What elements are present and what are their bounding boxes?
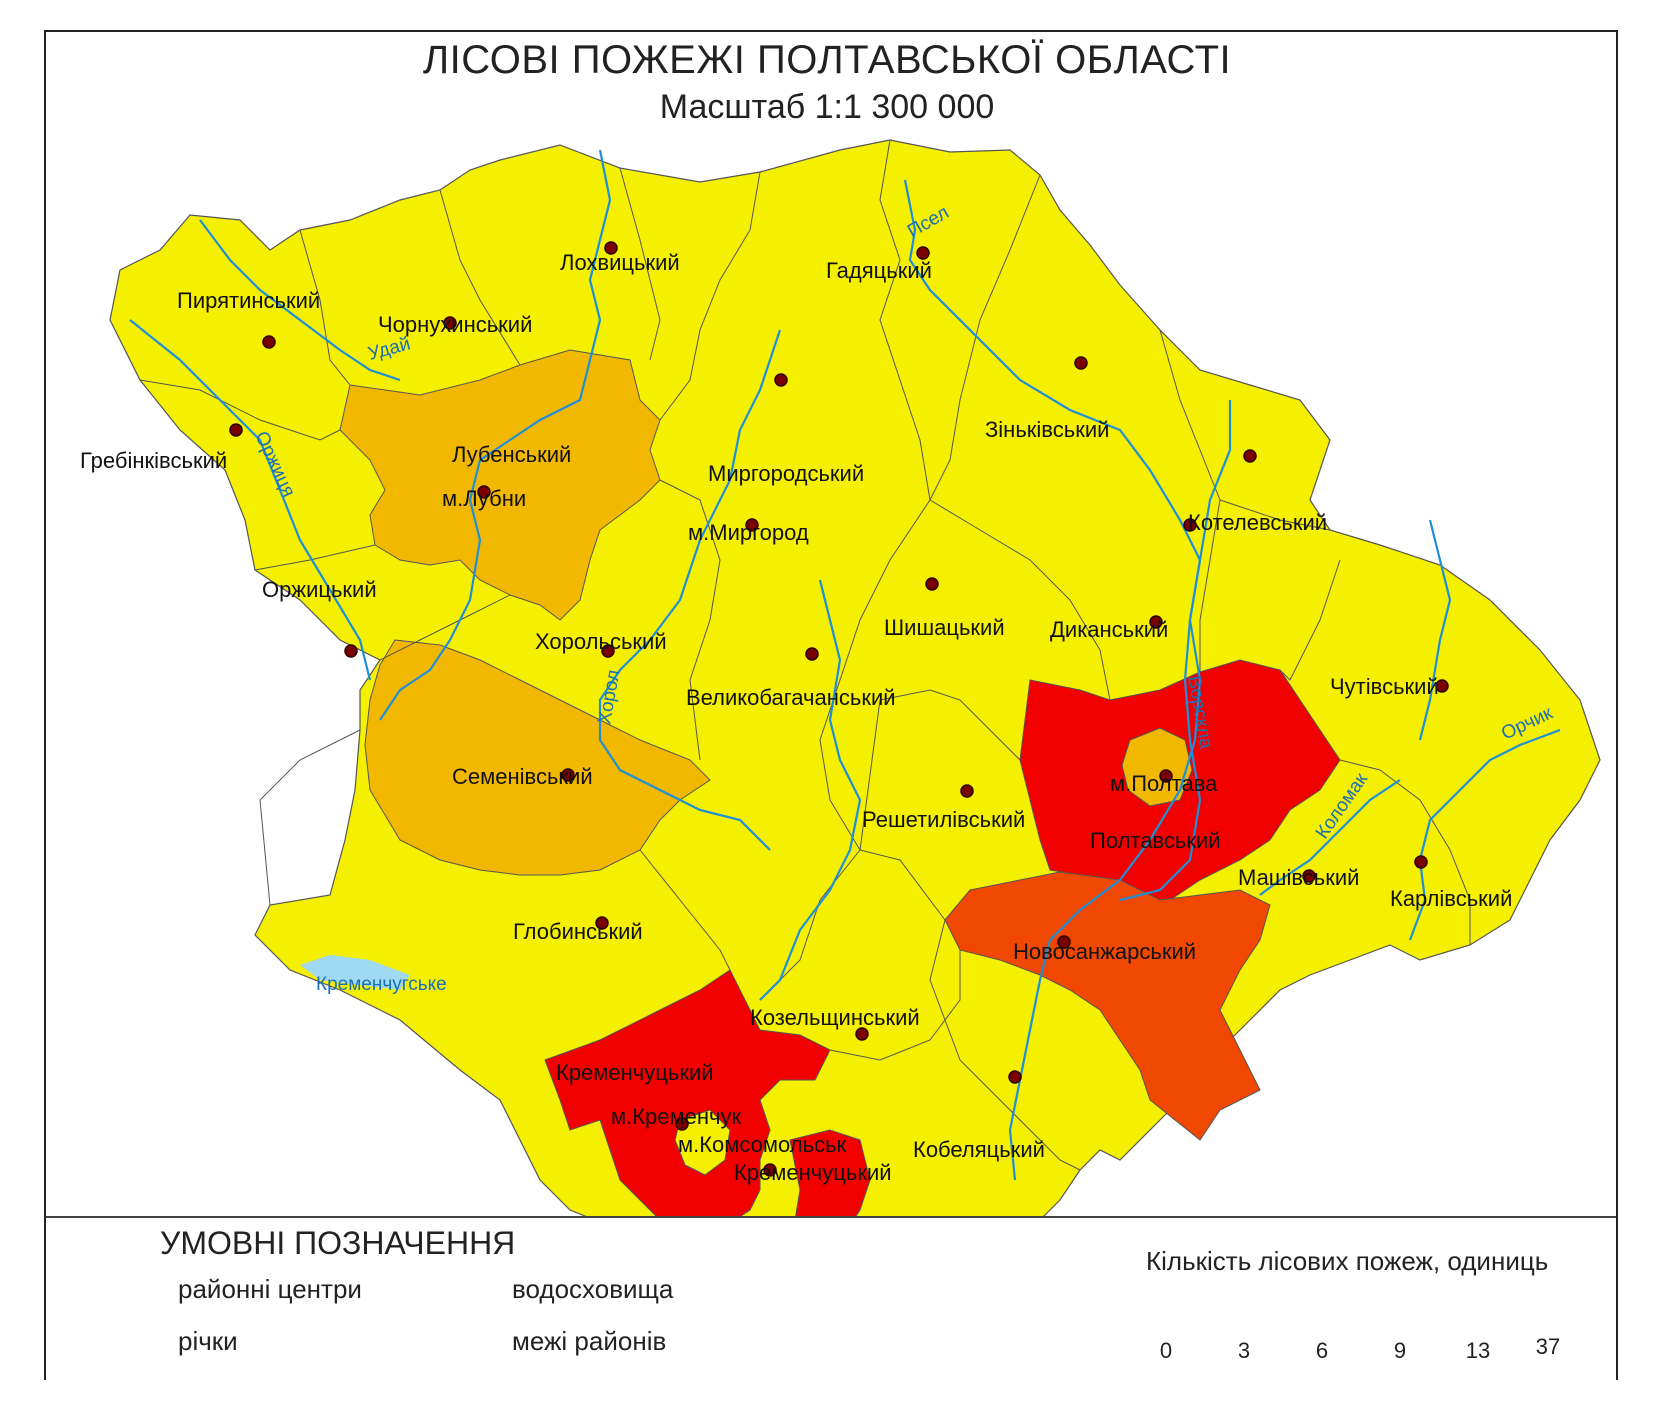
- district-label: Хорольський: [535, 629, 667, 654]
- river-vovcha: [759, 579, 862, 1001]
- center-dot: [805, 647, 819, 661]
- district-label: м.Полтава: [1110, 771, 1218, 796]
- district-label: Гребінківський: [80, 448, 227, 473]
- legend-boundaries-label: межі районів: [512, 1326, 667, 1356]
- center-dot: [745, 518, 759, 532]
- river-sula: [379, 149, 612, 721]
- center-dot: [1243, 449, 1257, 463]
- district-label: Новосанжарський: [1013, 939, 1196, 964]
- district-centers: [229, 241, 1449, 1177]
- river-orchyk: [1408, 728, 1561, 941]
- district-novosanzharskyi-fill: [944, 871, 1271, 1141]
- center-dot: [916, 246, 930, 260]
- district-label: Миргородський: [708, 461, 864, 486]
- district-label: Кременчуцький: [734, 1160, 892, 1185]
- center-dot: [675, 1117, 689, 1131]
- district-kremenchuk-city-fill: [674, 1109, 731, 1176]
- district-label: м.Кременчук: [611, 1104, 741, 1129]
- center-dot: [960, 784, 974, 798]
- river-khorol: [598, 329, 782, 851]
- district-label: Лубенський: [452, 442, 571, 467]
- center-dot: [262, 335, 276, 349]
- district-label: Карлівський: [1390, 886, 1512, 911]
- river-merla: [1418, 519, 1452, 741]
- district-label: Котелевський: [1188, 510, 1327, 535]
- center-dot: [601, 644, 615, 658]
- center-dot: [774, 373, 788, 387]
- legend-centers-label: районні центри: [178, 1274, 362, 1304]
- reservoir-kremenchuk-label: Кременчугське: [316, 974, 447, 995]
- center-dot: [1414, 855, 1428, 869]
- river-vorskla: [1119, 400, 1232, 902]
- district-label: Решетилівський: [862, 807, 1025, 832]
- district-lubenskyi-fill: [339, 349, 661, 621]
- district-label: Козельщинський: [750, 1005, 920, 1030]
- center-dot: [763, 1163, 777, 1177]
- river-udai: [199, 219, 401, 382]
- district-label: Диканський: [1050, 617, 1168, 642]
- center-dot: [1008, 1070, 1022, 1084]
- district-boundaries: [139, 139, 1471, 1171]
- scale-tick: 9: [1393, 1338, 1407, 1363]
- center-dot: [443, 316, 457, 330]
- scale-tick: 13: [1465, 1338, 1491, 1363]
- district-kremenchutskyi-west-fill: [544, 969, 831, 1233]
- center-dot: [595, 916, 609, 930]
- district-label: Оржицький: [262, 577, 377, 602]
- district-label: Машівський: [1238, 865, 1359, 890]
- scale-title: Кількість лісових пожеж, одиниць: [1146, 1246, 1549, 1276]
- district-label: Кременчуцький: [556, 1060, 714, 1085]
- scale-tick: 37: [1535, 1334, 1561, 1359]
- legend-heading: УМОВНІ ПОЗНАЧЕННЯ: [160, 1225, 516, 1261]
- district-label: Кобеляцький: [913, 1137, 1045, 1162]
- center-dot: [1435, 679, 1449, 693]
- rivers: [129, 149, 1561, 1181]
- scale-tick: 6: [1315, 1338, 1329, 1363]
- center-dot: [1149, 615, 1163, 629]
- map-title: ЛІСОВІ ПОЖЕЖІ ПОЛТАВСЬКОЇ ОБЛАСТІ: [422, 38, 1232, 82]
- center-dot: [229, 423, 243, 437]
- center-dot: [1074, 356, 1088, 370]
- district-label: Шишацький: [884, 615, 1005, 640]
- center-dot: [925, 577, 939, 591]
- river-orzhytsia: [129, 319, 372, 681]
- district-label: Чутівський: [1330, 674, 1439, 699]
- district-label: Лохвицький: [560, 250, 680, 275]
- oblast-area: [109, 139, 1601, 1301]
- center-dot: [604, 241, 618, 255]
- center-dot: [1302, 869, 1316, 883]
- center-dot: [1159, 769, 1173, 783]
- legend-rivers-label: річки: [178, 1326, 238, 1356]
- district-poltava-city-fill: [1121, 727, 1193, 807]
- scale-tick: 3: [1237, 1338, 1251, 1363]
- district-label: м.Лубни: [442, 486, 526, 511]
- district-label: Великобагачанський: [686, 685, 896, 710]
- river-kolomak: [1259, 779, 1401, 896]
- district-label: м.Комсомольськ: [678, 1132, 847, 1157]
- district-label: Семенівський: [452, 764, 593, 789]
- district-label: Гадяцький: [826, 258, 932, 283]
- district-label: Полтавський: [1090, 828, 1221, 853]
- district-label: Чорнухинський: [378, 312, 532, 337]
- map-scale-subtitle: Масштаб 1:1 300 000: [659, 88, 995, 126]
- legend-reservoirs-label: водосховища: [512, 1274, 674, 1304]
- district-label: Глобинський: [513, 919, 643, 944]
- legend-panel: [46, 1216, 1616, 1380]
- district-label: м.Миргород: [688, 520, 809, 545]
- district-label: Пирятинський: [177, 288, 320, 313]
- reservoir-kremenchuk-shape: [300, 955, 410, 990]
- center-dot: [561, 768, 575, 782]
- center-dot: [1183, 518, 1197, 532]
- district-label: Зіньківський: [985, 417, 1109, 442]
- scale-tick: 0: [1159, 1338, 1173, 1363]
- center-dot: [344, 644, 358, 658]
- center-dot: [1057, 935, 1071, 949]
- center-dot: [477, 485, 491, 499]
- center-dot: [855, 1027, 869, 1041]
